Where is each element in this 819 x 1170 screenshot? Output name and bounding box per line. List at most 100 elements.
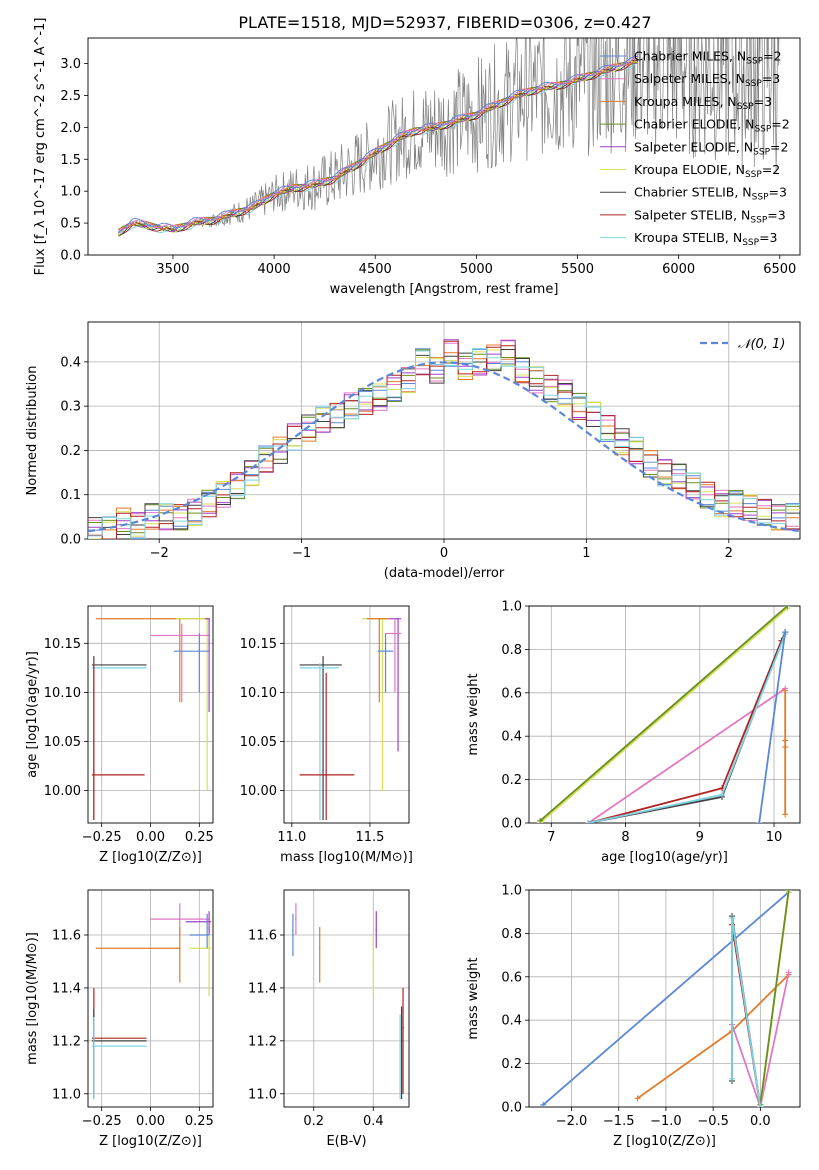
weight-marker (784, 606, 791, 609)
y-axis-label: mass [log10(M/M⊙)] (25, 932, 40, 1065)
model-spectrum-line (118, 55, 639, 231)
legend-subscript: SSP (754, 125, 771, 135)
age-vs-Z-panel: −0.25 0.00 0.25 10.00 10.05 10.10 10.15 Z [log1… (25, 605, 214, 865)
legend-label: Kroupa ELODIE, N (634, 162, 745, 177)
axes-frame (528, 889, 801, 1108)
x-tick-label: 5000 (460, 262, 493, 277)
data-point (208, 617, 210, 620)
legend-entry: Salpeter ELODIE, NSSP=2 (634, 139, 788, 157)
data-point (402, 1026, 404, 1029)
y-tick-label: 11.4 (52, 981, 81, 996)
figure-title: PLATE=1518, MJD=52937, FIBERID=0306, z=0… (238, 13, 651, 32)
y-tick-label: 10.10 (44, 686, 81, 701)
x-tick-label: −0.5 (697, 1114, 729, 1129)
y-tick-label: 0.0 (501, 817, 522, 832)
data-point (206, 934, 208, 936)
axes-frame (283, 605, 410, 824)
weight-marker (782, 744, 789, 751)
legend-subscript: SSP (737, 102, 754, 112)
data-point (178, 947, 181, 950)
y-tick-label: 11.2 (52, 1034, 81, 1049)
x-tick-label: 1 (582, 546, 590, 561)
weight-line (731, 918, 762, 1107)
plot-area (117, 38, 780, 237)
spectrum-panel: 3500 4000 4500 5000 5500 6000 6500 0.0 0.5 1.0 1.5… (33, 18, 801, 297)
x-tick-label: 0 (440, 546, 448, 561)
legend-label: Kroupa MILES, N (634, 94, 737, 109)
data-point (322, 664, 324, 666)
y-tick-label: 10.00 (240, 784, 277, 799)
y-tick-label: 0.6 (501, 970, 522, 985)
x-tick-label: 4000 (258, 262, 291, 277)
legend-entry: Chabrier STELIB, NSSP=3 (634, 185, 787, 203)
y-tick-label: 0.2 (501, 773, 522, 788)
histogram-step (88, 348, 800, 539)
y-tick-label: 1.5 (60, 153, 81, 168)
y-tick-label: 2.0 (60, 121, 81, 136)
y-tick-label: 0.3 (60, 400, 81, 415)
x-tick-label: 2 (725, 546, 733, 561)
x-tick-label: 8 (621, 830, 629, 845)
x-tick-label: −1.5 (603, 1114, 635, 1129)
y-tick-label: 10.00 (44, 784, 81, 799)
axes-frame (87, 889, 214, 1108)
data-point (400, 1040, 403, 1042)
weight-line (758, 631, 787, 823)
x-tick-label: 0.25 (185, 830, 214, 845)
legend-value: =2 (770, 139, 788, 154)
y-tick-label: 0.0 (60, 249, 81, 264)
weight-line (588, 633, 787, 823)
x-tick-label: 6500 (763, 262, 796, 277)
legend-label: Salpeter ELODIE, N (634, 139, 753, 154)
legend-value: =2 (771, 117, 789, 132)
normal-curve (88, 361, 800, 533)
legend-subscript: SSP (742, 238, 759, 248)
legend-label: Kroupa STELIB, N (634, 230, 742, 245)
weight-vs-age-panel: 7 8 9 10 0.0 0.2 0.4 0.6 0.8 1.0 age [log10(age/yr… (466, 600, 801, 865)
plot-area (91, 903, 212, 1100)
legend-label: Chabrier MILES, N (634, 49, 746, 64)
data-point (399, 1045, 401, 1047)
x-tick-label: 11.0 (277, 830, 306, 845)
data-point (384, 650, 387, 652)
chart-panels: 3500 4000 4500 5000 5500 6000 6500 0.0 0.5 1.0 1.5… (25, 18, 801, 1149)
model-spectrum-line (117, 61, 638, 234)
y-tick-label: 10.05 (44, 735, 81, 750)
y-tick-label: 0.8 (501, 927, 522, 942)
y-tick-label: 10.05 (240, 735, 277, 750)
weight-line (588, 640, 783, 823)
x-tick-label: 9 (696, 830, 704, 845)
data-point (178, 918, 181, 920)
data-point (93, 1045, 95, 1047)
legend-value: =2 (763, 49, 781, 64)
plot-area (540, 890, 792, 1107)
legend-label: Salpeter STELIB, N (634, 207, 750, 222)
data-point (378, 617, 381, 620)
weight-vs-Z-panel: −2.0 −1.5 −1.0 −0.5 0.0 0.0 0.2 0.4 0.6 0.8 1.0 Z [… (466, 884, 801, 1149)
data-point (295, 918, 297, 920)
y-tick-label: 1.0 (501, 600, 522, 615)
weight-marker (729, 915, 736, 922)
x-axis-label: wavelength [Angstrom, rest frame] (330, 282, 559, 297)
x-axis-label: Z [log10(Z/Z⊙)] (99, 850, 202, 865)
x-tick-label: 5500 (561, 262, 594, 277)
axes-frame (87, 605, 214, 824)
y-tick-label: 0.0 (501, 1101, 522, 1116)
plot-area (299, 617, 402, 821)
weight-marker (785, 890, 792, 893)
y-tick-label: 0.2 (501, 1057, 522, 1072)
x-tick-label: −2.0 (556, 1114, 588, 1129)
y-tick-label: 11.4 (248, 981, 277, 996)
plot-area (88, 339, 800, 539)
legend-subscript: SSP (752, 193, 769, 203)
x-tick-label: 6000 (662, 262, 695, 277)
weight-line (588, 631, 787, 823)
x-tick-label: 0.25 (185, 1114, 214, 1129)
y-tick-label: 1.0 (60, 185, 81, 200)
weight-marker (585, 820, 592, 823)
data-point (325, 774, 327, 776)
x-tick-label: −2 (150, 546, 169, 561)
legend-subscript: SSP (753, 147, 770, 157)
legend-subscript: SSP (745, 170, 762, 180)
